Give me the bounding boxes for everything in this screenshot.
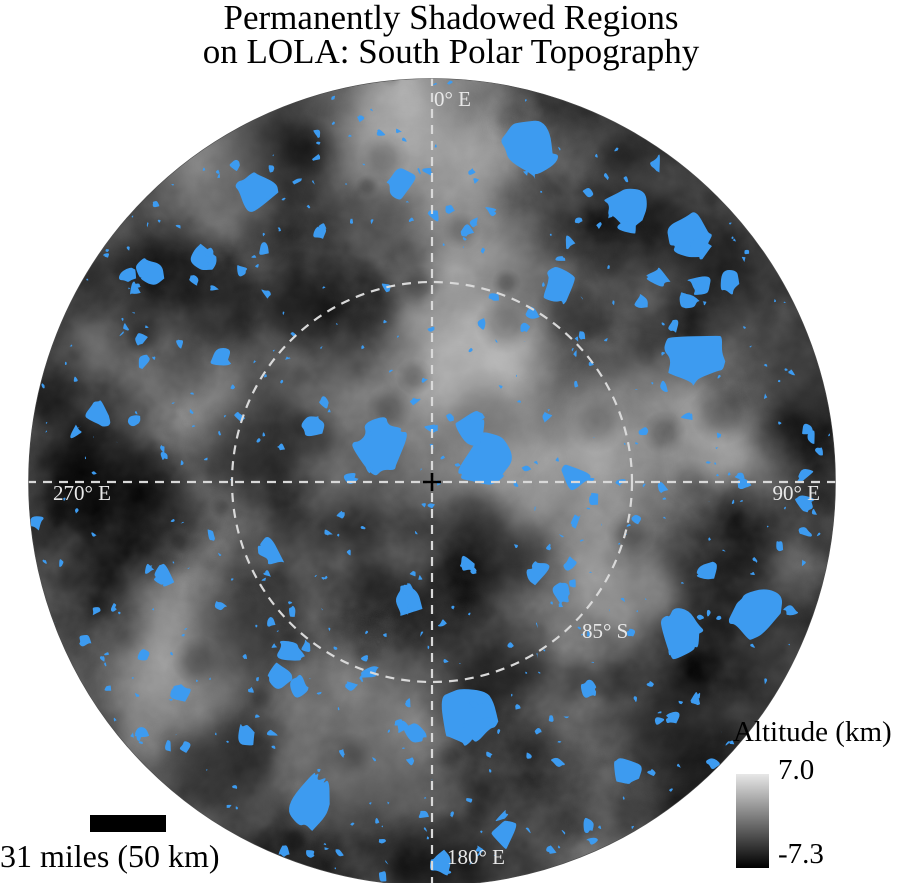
svg-text:0° E: 0° E bbox=[434, 87, 471, 111]
svg-text:90° E: 90° E bbox=[772, 481, 819, 505]
svg-text:180° E: 180° E bbox=[447, 845, 505, 869]
svg-text:85° S: 85° S bbox=[582, 619, 628, 643]
svg-text:270° E: 270° E bbox=[53, 481, 111, 505]
